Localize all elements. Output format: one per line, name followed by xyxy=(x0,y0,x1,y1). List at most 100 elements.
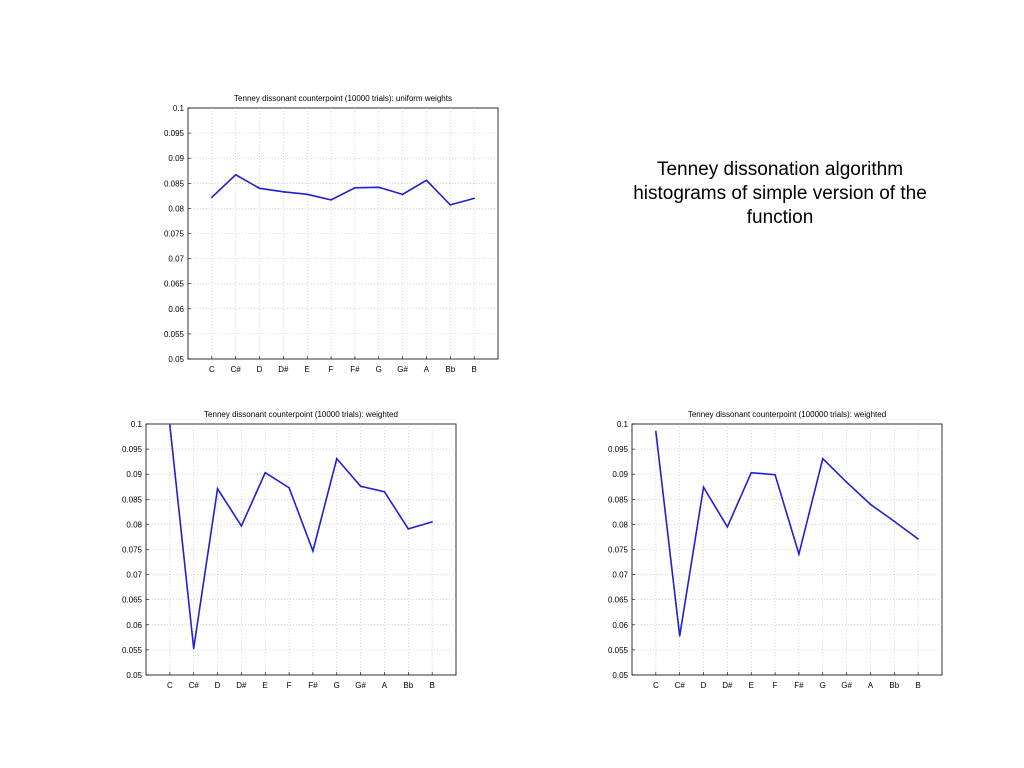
y-tick-label: 0.075 xyxy=(608,546,629,555)
y-tick-label: 0.09 xyxy=(126,470,142,479)
chart-weighted-10000-svg: Tenney dissonant counterpoint (10000 tri… xyxy=(122,410,457,690)
data-point xyxy=(359,485,362,488)
x-tick-label: C# xyxy=(189,681,200,690)
data-point xyxy=(258,187,261,190)
chart-title: Tenney dissonant counterpoint (10000 tri… xyxy=(204,410,398,419)
data-point xyxy=(330,199,332,201)
y-tick-label: 0.08 xyxy=(612,520,628,529)
x-tick-label: C xyxy=(653,681,659,690)
y-tick-label: 0.055 xyxy=(122,646,143,655)
data-point xyxy=(750,471,753,474)
y-tick-label: 0.06 xyxy=(612,621,628,630)
x-tick-label: G# xyxy=(397,365,408,374)
x-tick-label: B xyxy=(915,681,920,690)
y-tick-label: 0.085 xyxy=(164,179,185,188)
chart-title: Tenney dissonant counterpoint (10000 tri… xyxy=(234,94,452,103)
x-tick-label: B xyxy=(429,681,434,690)
data-point xyxy=(407,528,410,530)
x-tick-label: C# xyxy=(675,681,686,690)
chart-title: Tenney dissonant counterpoint (100000 tr… xyxy=(688,410,886,419)
x-tick-label: A xyxy=(424,365,430,374)
x-tick-label: F xyxy=(329,365,334,374)
x-tick-label: D# xyxy=(722,681,733,690)
chart-weighted-100000-svg: Tenney dissonant counterpoint (100000 tr… xyxy=(608,410,943,690)
series-line xyxy=(211,173,475,206)
y-tick-label: 0.085 xyxy=(122,495,143,504)
data-point xyxy=(192,647,195,650)
x-tick-label: C# xyxy=(231,365,242,374)
data-point xyxy=(240,525,243,527)
x-tick-label: G xyxy=(820,681,826,690)
y-tick-label: 0.08 xyxy=(126,520,142,529)
x-tick-label: A xyxy=(868,681,874,690)
data-point xyxy=(678,635,681,637)
series-line xyxy=(169,424,433,649)
data-point xyxy=(354,187,356,189)
data-point xyxy=(234,173,237,176)
data-point xyxy=(655,430,657,433)
data-point xyxy=(383,490,386,493)
y-tick-label: 0.06 xyxy=(168,305,184,314)
data-point xyxy=(726,526,729,528)
y-tick-label: 0.1 xyxy=(173,104,185,113)
y-tick-label: 0.065 xyxy=(164,280,185,289)
x-tick-label: B xyxy=(471,365,476,374)
data-point xyxy=(702,486,705,489)
x-tick-label: F xyxy=(773,681,778,690)
y-tick-label: 0.1 xyxy=(617,420,629,429)
data-point xyxy=(306,193,309,196)
y-tick-label: 0.095 xyxy=(122,445,143,454)
data-point xyxy=(449,204,452,206)
y-tick-label: 0.065 xyxy=(608,596,629,605)
y-tick-label: 0.055 xyxy=(164,330,185,339)
x-tick-label: D# xyxy=(278,365,289,374)
y-tick-label: 0.05 xyxy=(612,671,628,680)
data-point xyxy=(473,197,475,200)
data-point xyxy=(216,487,219,490)
y-tick-label: 0.095 xyxy=(608,445,629,454)
chart-weighted-10000: Tenney dissonant counterpoint (10000 tri… xyxy=(98,404,468,694)
x-tick-label: G xyxy=(334,681,340,690)
data-point xyxy=(869,503,872,506)
y-tick-label: 0.08 xyxy=(168,204,184,213)
data-point xyxy=(335,457,338,460)
x-tick-label: Bb xyxy=(403,681,413,690)
y-tick-label: 0.07 xyxy=(612,571,628,580)
x-tick-label: F xyxy=(287,681,292,690)
x-tick-label: D xyxy=(257,365,263,374)
x-tick-label: C xyxy=(209,365,215,374)
data-point xyxy=(798,553,800,555)
x-tick-label: F# xyxy=(308,681,318,690)
data-point xyxy=(211,196,213,199)
y-tick-label: 0.09 xyxy=(612,470,628,479)
series-line xyxy=(655,431,919,636)
y-tick-label: 0.075 xyxy=(122,546,143,555)
data-point xyxy=(845,481,848,484)
plot-area xyxy=(187,107,499,360)
y-tick-label: 0.05 xyxy=(126,671,142,680)
data-point xyxy=(288,486,290,489)
y-tick-label: 0.1 xyxy=(131,420,143,429)
data-point xyxy=(893,520,896,523)
data-point xyxy=(264,471,267,474)
x-tick-label: G xyxy=(376,365,382,374)
data-point xyxy=(401,193,404,196)
y-tick-label: 0.05 xyxy=(168,355,184,364)
x-tick-label: D xyxy=(215,681,221,690)
data-point xyxy=(282,191,285,193)
x-tick-label: G# xyxy=(841,681,852,690)
x-tick-label: F# xyxy=(350,365,360,374)
y-tick-label: 0.075 xyxy=(164,230,185,239)
y-tick-label: 0.085 xyxy=(608,495,629,504)
data-point xyxy=(312,550,314,552)
chart-weighted-100000: Tenney dissonant counterpoint (100000 tr… xyxy=(584,404,954,694)
data-point xyxy=(431,521,433,523)
y-tick-label: 0.09 xyxy=(168,154,184,163)
data-point xyxy=(169,424,171,426)
y-tick-label: 0.07 xyxy=(126,571,142,580)
chart-uniform-weights: Tenney dissonant counterpoint (10000 tri… xyxy=(140,88,510,378)
y-tick-label: 0.055 xyxy=(608,646,629,655)
data-point xyxy=(425,179,428,182)
x-tick-label: Bb xyxy=(445,365,455,374)
x-tick-label: E xyxy=(263,681,268,690)
